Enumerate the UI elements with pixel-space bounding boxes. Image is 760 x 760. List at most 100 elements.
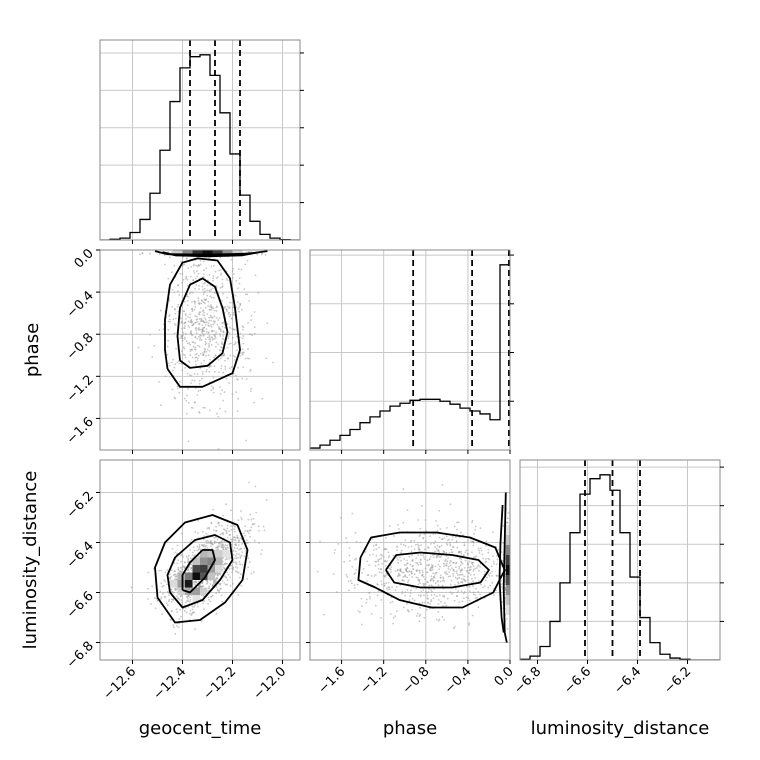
scatter-point (211, 337, 214, 340)
scatter-point (223, 528, 226, 531)
scatter-point (197, 548, 200, 551)
scatter-point (214, 370, 216, 373)
scatter-point (200, 320, 203, 322)
scatter-point (467, 566, 469, 569)
scatter-point (218, 371, 221, 373)
scatter-point (421, 573, 424, 576)
xlabel-phase: phase (383, 718, 437, 739)
scatter-point (458, 576, 461, 579)
scatter-point (210, 385, 213, 388)
contour-line (502, 492, 508, 643)
scatter-point (446, 539, 449, 542)
scatter-point (216, 546, 219, 549)
scatter-point (249, 370, 252, 373)
scatter-point (471, 577, 473, 580)
scatter-point (163, 595, 166, 598)
scatter-point (439, 574, 442, 577)
scatter-point (195, 264, 198, 267)
scatter-point (339, 516, 342, 519)
scatter-point (468, 586, 471, 588)
scatter-point (376, 594, 379, 597)
scatter-point (210, 288, 213, 291)
histogram-step (100, 54, 300, 240)
scatter-point (199, 367, 202, 369)
scatter-point (438, 618, 441, 621)
scatter-point (234, 543, 237, 546)
scatter-point (234, 342, 237, 345)
scatter-point (354, 531, 357, 534)
scatter-point (211, 287, 214, 290)
x-tick-label: −12.4 (151, 664, 190, 703)
scatter-point (231, 327, 234, 330)
scatter-point (192, 270, 195, 272)
scatter-point (208, 344, 210, 347)
scatter-point (185, 601, 187, 604)
scatter-point (217, 541, 220, 544)
density-cell (200, 550, 208, 558)
scatter-point (370, 613, 373, 615)
scatter-point (223, 307, 226, 310)
scatter-point (411, 554, 414, 557)
contour-line (181, 549, 216, 594)
scatter-point (206, 534, 209, 537)
scatter-point (445, 562, 448, 565)
scatter-point (236, 301, 239, 304)
scatter-point (387, 551, 390, 554)
scatter-point (197, 519, 200, 522)
scatter-point (439, 565, 441, 568)
scatter-point (232, 267, 235, 270)
scatter-point (209, 315, 212, 318)
density-cell (505, 555, 510, 565)
scatter-point (233, 328, 236, 331)
scatter-point (469, 566, 471, 569)
scatter-point (419, 606, 421, 609)
scatter-point (194, 356, 197, 359)
scatter-point (368, 591, 370, 594)
density-cell (222, 550, 230, 558)
scatter-point (215, 341, 218, 344)
scatter-point (173, 578, 176, 581)
scatter-point (177, 626, 180, 628)
scatter-point (240, 547, 243, 550)
scatter-point (471, 521, 473, 524)
scatter-point (348, 589, 350, 592)
scatter-point (176, 361, 179, 364)
scatter-point (506, 521, 508, 524)
scatter-point (253, 539, 256, 542)
scatter-point (401, 571, 403, 574)
scatter-point (188, 292, 191, 295)
scatter-point (377, 563, 380, 566)
scatter-point (206, 527, 209, 530)
scatter-point (186, 245, 188, 247)
scatter-point (376, 583, 379, 586)
scatter-point (445, 542, 448, 545)
scatter-point (239, 355, 242, 357)
scatter-point (450, 548, 453, 551)
scatter-point (463, 567, 466, 569)
scatter-point (197, 605, 200, 608)
scatter-point (446, 573, 449, 576)
scatter-point (220, 272, 222, 275)
scatter-point (353, 573, 356, 575)
scatter-point (206, 294, 209, 297)
density-cell (215, 557, 223, 565)
scatter-point (423, 601, 426, 604)
scatter-point (173, 332, 176, 335)
scatter-point (374, 560, 377, 563)
scatter-point (403, 579, 405, 582)
density-cell (505, 595, 510, 605)
scatter-point (170, 588, 172, 590)
scatter-point (454, 584, 456, 586)
scatter-point (431, 568, 434, 571)
scatter-point (238, 560, 241, 563)
scatter-point (463, 554, 465, 556)
scatter-point (402, 543, 405, 546)
scatter-point (385, 587, 388, 590)
scatter-point (213, 315, 216, 318)
scatter-point (246, 357, 249, 360)
density-cells (170, 550, 230, 603)
scatter-point (176, 562, 179, 565)
scatter-point (449, 564, 452, 567)
scatter-point (160, 582, 163, 584)
scatter-point (460, 550, 463, 553)
